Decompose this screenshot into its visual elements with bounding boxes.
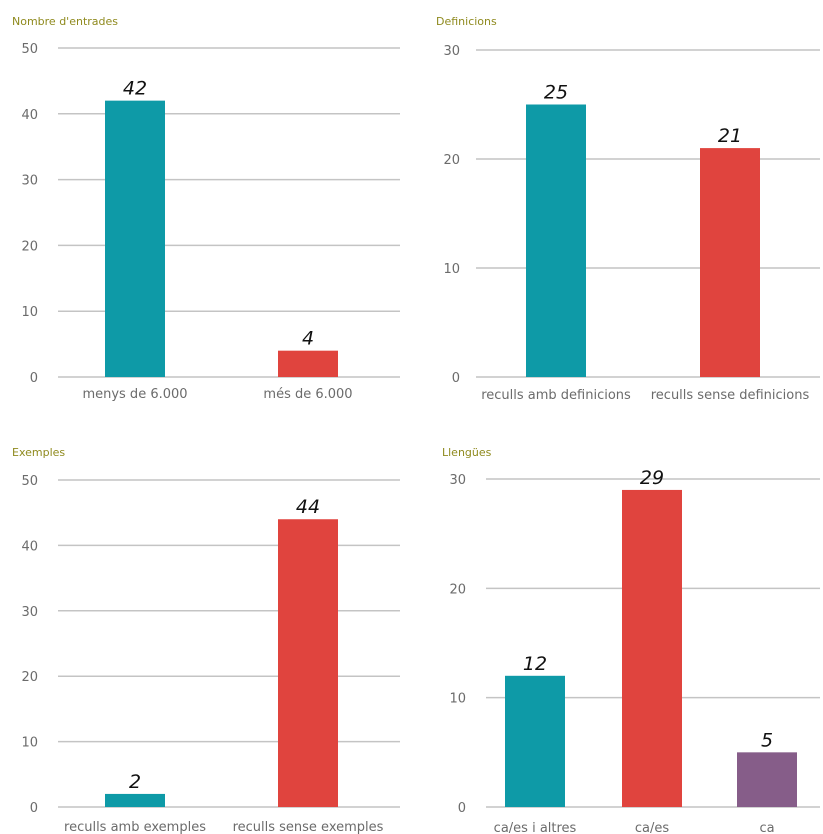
data-label: 44 — [296, 496, 320, 518]
y-tick-label: 0 — [458, 801, 466, 816]
y-tick-label: 20 — [21, 670, 38, 685]
bar — [622, 489, 682, 807]
y-tick-label: 30 — [443, 44, 460, 59]
data-label: 12 — [523, 653, 547, 675]
y-tick-label: 50 — [21, 474, 38, 489]
chart-title: Exemples — [12, 446, 65, 459]
bar — [105, 100, 165, 377]
y-tick-label: 10 — [443, 262, 460, 277]
chart-panel-2: Definicions 0 10 20 30 25 reculls amb definici… — [436, 15, 820, 403]
y-tick-label: 30 — [449, 473, 466, 488]
data-label: 5 — [761, 729, 773, 751]
y-tick-label: 10 — [449, 692, 466, 707]
x-category-label: ca/es i altres — [494, 821, 577, 834]
x-category-label: reculls amb exemples — [64, 820, 206, 834]
y-tick-label: 0 — [452, 371, 460, 386]
chart-title: Nombre d'entrades — [12, 15, 118, 28]
chart-panel-4: Llengües 0 10 20 30 12 ca/es i altres 29 ca/es 5 c… — [442, 446, 820, 834]
y-tick-label: 0 — [30, 371, 38, 386]
chart-title: Llengües — [442, 446, 492, 459]
chart-panel-3: Exemples 0 10 20 30 40 50 2 reculls amb exemples… — [12, 446, 400, 834]
chart-panel-1: Nombre d'entrades 0 10 20 30 40 50 42 menys de 6… — [12, 15, 400, 402]
data-label: 25 — [544, 82, 568, 104]
y-tick-label: 10 — [21, 736, 38, 751]
bar — [505, 675, 565, 807]
data-label: 4 — [302, 328, 314, 350]
chart-title: Definicions — [436, 15, 497, 28]
y-tick-label: 0 — [30, 801, 38, 816]
y-tick-label: 20 — [449, 582, 466, 597]
data-label: 42 — [123, 78, 147, 100]
bar — [700, 148, 760, 377]
x-category-label: reculls amb definicions — [481, 388, 631, 403]
y-tick-label: 50 — [21, 42, 38, 57]
bar — [737, 752, 797, 807]
x-category-label: menys de 6.000 — [82, 387, 187, 402]
y-tick-label: 40 — [21, 539, 38, 554]
y-tick-label: 40 — [21, 108, 38, 123]
y-tick-label: 30 — [21, 174, 38, 189]
y-tick-label: 30 — [21, 605, 38, 620]
x-category-label: més de 6.000 — [263, 387, 352, 402]
x-category-label: reculls sense exemples — [233, 820, 384, 834]
bar — [526, 104, 586, 377]
data-label: 2 — [129, 771, 141, 793]
y-tick-label: 20 — [443, 153, 460, 168]
bar — [278, 519, 338, 807]
data-label: 21 — [718, 125, 742, 147]
y-tick-label: 20 — [21, 239, 38, 254]
x-category-label: ca — [759, 821, 774, 834]
x-category-label: reculls sense definicions — [651, 388, 810, 403]
data-label: 29 — [640, 467, 664, 489]
y-tick-label: 10 — [21, 305, 38, 320]
bar — [278, 350, 338, 377]
x-category-label: ca/es — [635, 821, 669, 834]
bar — [105, 793, 165, 807]
